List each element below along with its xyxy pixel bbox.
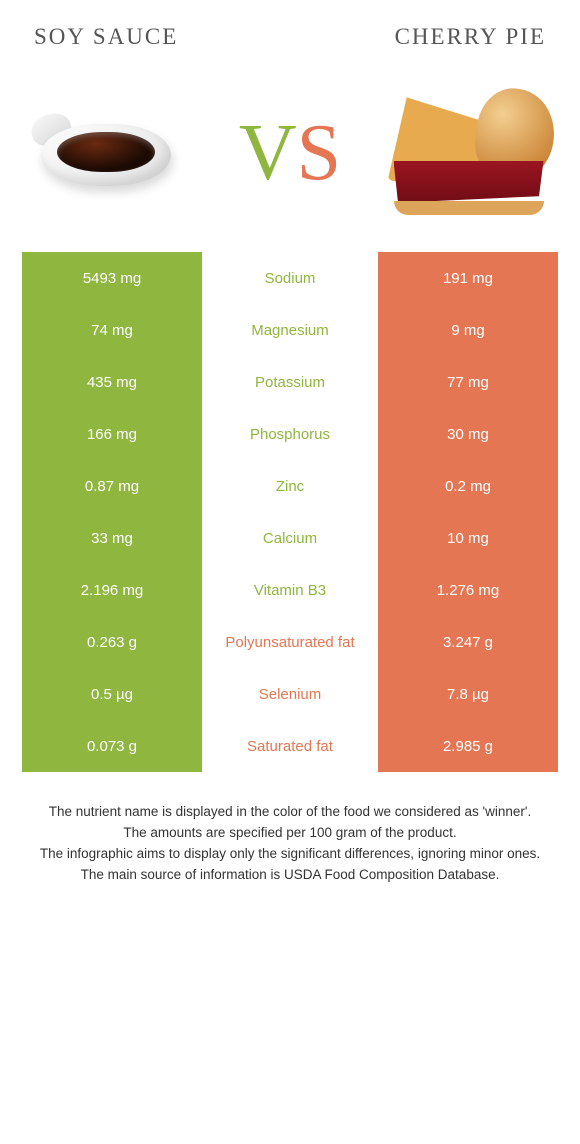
- left-value: 33 mg: [22, 512, 202, 564]
- footer-line: The amounts are specified per 100 gram o…: [38, 823, 542, 844]
- table-row: 0.073 gSaturated fat2.985 g: [22, 720, 558, 772]
- nutrient-label: Selenium: [202, 668, 378, 720]
- table-row: 0.87 mgZinc0.2 mg: [22, 460, 558, 512]
- left-value: 166 mg: [22, 408, 202, 460]
- right-value: 30 mg: [378, 408, 558, 460]
- footer-line: The main source of information is USDA F…: [38, 865, 542, 886]
- table-row: 33 mgCalcium10 mg: [22, 512, 558, 564]
- right-value: 191 mg: [378, 252, 558, 304]
- left-value: 2.196 mg: [22, 564, 202, 616]
- table-row: 0.263 gPolyunsaturated fat3.247 g: [22, 616, 558, 668]
- table-row: 166 mgPhosphorus30 mg: [22, 408, 558, 460]
- footer-line: The nutrient name is displayed in the co…: [38, 802, 542, 823]
- right-value: 1.276 mg: [378, 564, 558, 616]
- footer-line: The infographic aims to display only the…: [38, 844, 542, 865]
- vs-label: VS: [220, 108, 360, 199]
- right-value: 3.247 g: [378, 616, 558, 668]
- vs-letter-v: V: [239, 109, 297, 197]
- right-food-title: Cherry pie: [395, 24, 546, 50]
- left-value: 74 mg: [22, 304, 202, 356]
- left-value: 0.87 mg: [22, 460, 202, 512]
- nutrient-label: Magnesium: [202, 304, 378, 356]
- table-row: 2.196 mgVitamin B31.276 mg: [22, 564, 558, 616]
- hero-row: VS: [16, 60, 564, 252]
- right-value: 77 mg: [378, 356, 558, 408]
- nutrient-label: Zinc: [202, 460, 378, 512]
- nutrient-label: Saturated fat: [202, 720, 378, 772]
- table-row: 74 mgMagnesium9 mg: [22, 304, 558, 356]
- nutrient-label: Polyunsaturated fat: [202, 616, 378, 668]
- left-food-title: Soy sauce: [34, 24, 178, 50]
- table-row: 435 mgPotassium77 mg: [22, 356, 558, 408]
- left-value: 0.073 g: [22, 720, 202, 772]
- right-food-image: [372, 78, 562, 228]
- right-value: 9 mg: [378, 304, 558, 356]
- comparison-table: 5493 mgSodium191 mg74 mgMagnesium9 mg435…: [16, 252, 564, 772]
- footer-notes: The nutrient name is displayed in the co…: [16, 772, 564, 886]
- nutrient-label: Calcium: [202, 512, 378, 564]
- right-value: 10 mg: [378, 512, 558, 564]
- right-value: 7.8 µg: [378, 668, 558, 720]
- left-value: 0.5 µg: [22, 668, 202, 720]
- soy-sauce-icon: [31, 106, 196, 201]
- right-value: 0.2 mg: [378, 460, 558, 512]
- left-food-image: [18, 78, 208, 228]
- infographic-container: Soy sauce Cherry pie VS 5493 mgSodium191: [0, 0, 580, 896]
- cherry-pie-icon: [380, 83, 555, 223]
- nutrient-label: Vitamin B3: [202, 564, 378, 616]
- title-row: Soy sauce Cherry pie: [16, 24, 564, 60]
- nutrient-label: Sodium: [202, 252, 378, 304]
- nutrient-label: Potassium: [202, 356, 378, 408]
- table-row: 5493 mgSodium191 mg: [22, 252, 558, 304]
- right-value: 2.985 g: [378, 720, 558, 772]
- left-value: 5493 mg: [22, 252, 202, 304]
- left-value: 0.263 g: [22, 616, 202, 668]
- table-row: 0.5 µgSelenium7.8 µg: [22, 668, 558, 720]
- left-value: 435 mg: [22, 356, 202, 408]
- vs-letter-s: S: [297, 109, 342, 197]
- nutrient-label: Phosphorus: [202, 408, 378, 460]
